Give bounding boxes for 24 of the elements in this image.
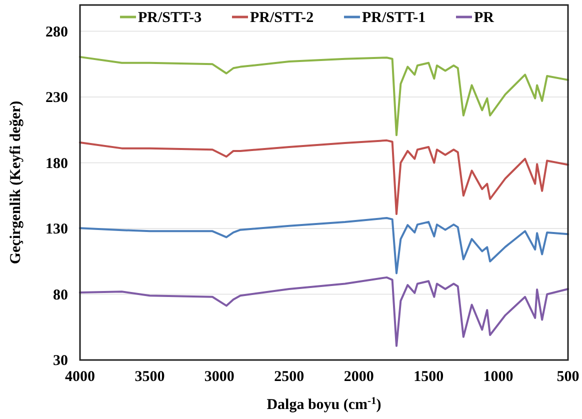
x-tick-label: 3000 [204,369,234,385]
y-tick-label: 180 [46,156,68,172]
y-tick-label: 130 [46,222,68,238]
x-tick-label: 3500 [134,369,165,385]
x-axis-title: Dalga boyu (cm$^{-1}$) [266,396,382,413]
legend-label: PR [474,10,494,26]
legend-label: PR/STT-1 [362,10,426,26]
x-tick-label: 1000 [483,369,514,385]
x-tick-label: 4000 [65,369,95,385]
legend-label: PR/STT-3 [138,10,202,26]
y-axis-title: Geçirgenlik (Keyfi değer) [8,100,24,264]
y-tick-label: 80 [53,287,68,304]
y-tick-label: 280 [46,24,68,40]
y-tick-label: 230 [46,90,68,106]
legend-label: PR/STT-2 [250,10,314,26]
x-tick-label: 2500 [274,369,304,385]
line-series [79,217,569,274]
y-tick-label: 30 [53,353,68,369]
line-series [79,276,569,347]
x-tick-label: 2000 [344,369,374,385]
line-series [79,139,569,216]
x-tick-label: 500 [556,369,580,385]
x-tick-label: 1500 [414,369,444,385]
line-series [79,56,569,136]
